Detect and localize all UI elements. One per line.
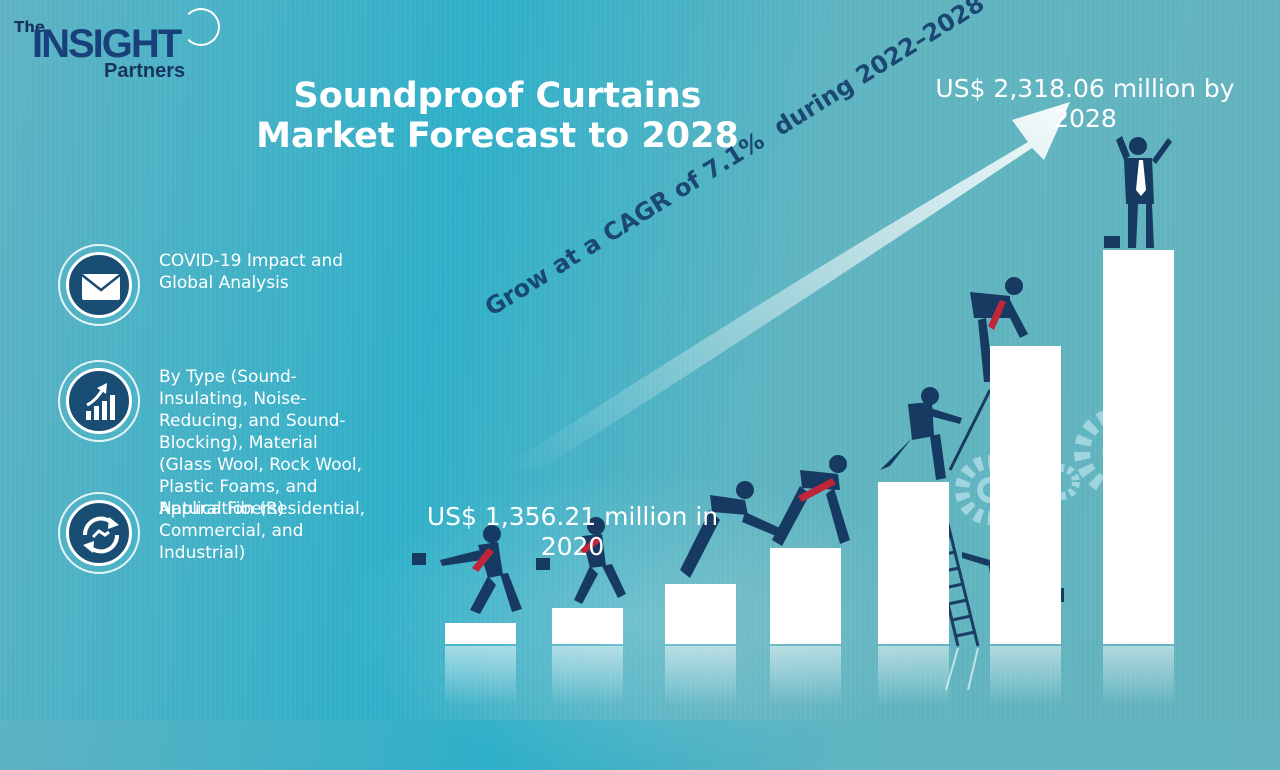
title-line-1: Soundproof Curtains	[293, 76, 702, 116]
bar-2	[552, 608, 623, 644]
bar-1	[445, 623, 516, 644]
bar-reflection	[665, 646, 736, 706]
title-line-2: Market Forecast to 2028	[256, 116, 739, 156]
bar-reflection	[878, 646, 949, 706]
bar-3	[665, 584, 736, 644]
logo-ring-icon	[182, 8, 220, 46]
page-title: Soundproof Curtains Market Forecast to 2…	[230, 76, 765, 156]
info-item-text: Application (Residential, Commercial, an…	[159, 499, 366, 563]
handshake-icon	[82, 516, 120, 554]
info-item-text: COVID-19 Impact and Global Analysis	[159, 251, 344, 293]
bar-7	[1103, 250, 1174, 644]
growth-chart-icon	[86, 383, 115, 420]
background-stripes	[0, 0, 1280, 720]
icon-badge	[58, 244, 140, 326]
bar-reflection	[1103, 646, 1174, 706]
bar-reflection	[445, 646, 516, 706]
company-logo: The INSIGHT Partners	[12, 8, 232, 88]
info-item-text: By Type (Sound-Insulating, Noise-Reducin…	[159, 367, 362, 519]
bar-6	[990, 346, 1061, 644]
bar-reflection	[552, 646, 623, 706]
icon-badge	[58, 360, 140, 442]
bar-reflection	[770, 646, 841, 706]
logo-partners: Partners	[104, 60, 186, 82]
growth-arrow	[500, 102, 1070, 470]
envelope-icon	[81, 274, 121, 300]
icon-badge	[58, 492, 140, 574]
bar-reflection	[990, 646, 1061, 706]
value-2020-label: US$ 1,356.21 million in 2020	[426, 502, 719, 561]
bar-5	[878, 482, 949, 644]
value-2028-label: US$ 2,318.06 million by 2028	[935, 74, 1235, 133]
bar-4	[770, 548, 841, 644]
logo-insight: INSIGHT	[32, 22, 182, 66]
